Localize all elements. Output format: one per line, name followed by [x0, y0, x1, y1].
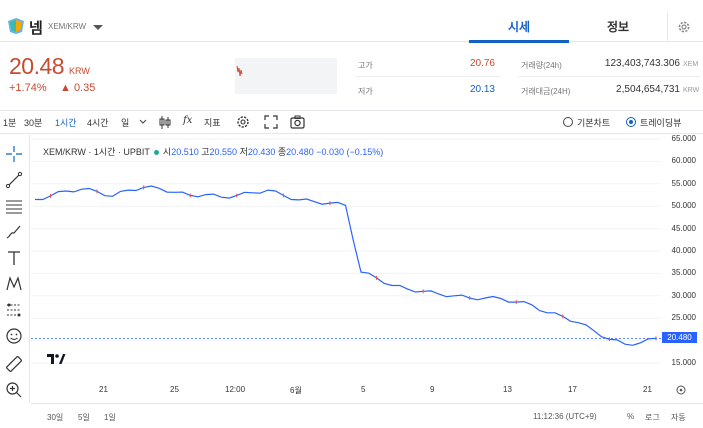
high-label: 고가 — [358, 61, 373, 70]
y-tick-label: 65.000 — [671, 134, 696, 143]
change-value: −0.030 (−0.15%) — [316, 147, 384, 157]
x-tick-label: 17 — [568, 385, 577, 394]
amount-value: 2,504,654,731 — [616, 84, 680, 95]
zoom-in-icon[interactable] — [5, 381, 23, 399]
basic-chart-radio[interactable] — [563, 117, 573, 127]
tab-info[interactable]: 정보 — [606, 20, 630, 34]
chevron-down-icon[interactable] — [93, 25, 103, 30]
volume-unit: XEM — [683, 61, 699, 68]
low-label: 저가 — [358, 87, 373, 96]
scroll-to-realtime-icon[interactable] — [676, 385, 686, 395]
tradingview-label[interactable]: 트레이딩뷰 — [640, 118, 682, 128]
close-value: 20.480 — [286, 147, 314, 157]
live-status-dot — [153, 149, 159, 155]
x-tick-label: 5 — [361, 385, 366, 394]
range-1d[interactable]: 1일 — [104, 413, 116, 422]
low-label: 저 — [239, 147, 248, 157]
chart-legend: XEM/KRW · 1시간 · UPBIT 시20.510 고20.550 저20… — [43, 145, 383, 158]
function-icon[interactable]: 𝑓x — [183, 115, 193, 126]
x-tick-label: 6월 — [290, 386, 302, 395]
tab-quote[interactable]: 시세 — [507, 20, 531, 34]
tradingview-logo-icon[interactable] — [46, 353, 66, 365]
log-toggle[interactable]: 로그 — [645, 413, 660, 422]
open-value: 20.510 — [171, 147, 199, 157]
price-line — [35, 185, 657, 346]
gear-icon[interactable] — [236, 115, 250, 129]
candlestick-icon[interactable] — [158, 115, 172, 130]
y-tick-label: 45.000 — [671, 223, 696, 233]
y-tick-label: 25.000 — [671, 313, 696, 323]
crosshair-icon[interactable] — [5, 145, 23, 163]
pattern-icon[interactable] — [5, 275, 23, 293]
low-value: 20.430 — [247, 147, 276, 157]
y-tick-label: 50.000 — [671, 201, 696, 211]
emoji-icon[interactable] — [5, 327, 23, 345]
amount-unit: KRW — [683, 87, 700, 94]
change-percent: +1.74% — [9, 82, 47, 94]
camera-icon[interactable] — [290, 115, 305, 129]
ruler-icon[interactable] — [5, 355, 23, 373]
open-label: 시 — [162, 147, 172, 157]
high-value: 20.550 — [209, 147, 238, 157]
interval-1m[interactable]: 1분 — [3, 118, 17, 128]
x-tick-label: 21 — [99, 385, 108, 394]
price-chart[interactable] — [31, 135, 703, 403]
x-tick-label: 25 — [170, 385, 179, 394]
interval-1h[interactable]: 1시간 — [55, 118, 77, 128]
y-tick-label: 60.000 — [671, 156, 696, 166]
brush-icon[interactable] — [5, 223, 23, 241]
timezone-clock[interactable]: 11:12:36 (UTC+9) — [533, 412, 597, 421]
divider — [355, 76, 500, 77]
trend-line-icon[interactable] — [5, 171, 23, 189]
y-tick-label: 40.000 — [671, 246, 696, 255]
text-tool-icon[interactable] — [5, 249, 23, 267]
range-5d[interactable]: 5일 — [78, 413, 90, 422]
close-label: 종 — [277, 147, 287, 157]
tradingview-radio[interactable] — [626, 117, 636, 127]
divider — [667, 13, 668, 41]
current-price: 20.48 — [9, 53, 65, 79]
change-amount: ▲ 0.35 — [60, 82, 96, 94]
active-tab-indicator — [469, 40, 569, 43]
y-tick-label: 15.000 — [671, 358, 696, 367]
drawing-toolbar — [0, 135, 30, 403]
x-tick-label: 13 — [503, 385, 512, 394]
chart-footer: 30일 5일 1일 11:12:36 (UTC+9) % 로그 자동 — [31, 403, 703, 428]
y-tick-label: 30.000 — [671, 290, 696, 300]
amount-label: 거래대금(24H) — [521, 87, 571, 96]
basic-chart-label[interactable]: 기본차트 — [577, 118, 611, 128]
interval-30m[interactable]: 30분 — [24, 118, 43, 128]
gear-icon[interactable] — [677, 20, 691, 34]
x-tick-label: 9 — [430, 385, 435, 394]
percent-toggle[interactable]: % — [627, 412, 635, 421]
chart-toolbar: 1분 30분 1시간 4시간 일 𝑓x 지표 기본차트 트레이딩뷰 — [0, 110, 703, 134]
interval-4h[interactable]: 4시간 — [87, 118, 109, 128]
y-tick-label: 35.000 — [671, 268, 696, 278]
mini-price-chart — [235, 58, 337, 94]
low-value: 20.13 — [469, 84, 495, 95]
chevron-down-icon[interactable] — [139, 119, 147, 125]
indicators-button[interactable]: 지표 — [204, 118, 221, 128]
coin-pair[interactable]: XEM/KRW — [48, 22, 87, 31]
x-tick-label: 12:00 — [225, 385, 246, 394]
fullscreen-icon[interactable] — [264, 115, 278, 129]
volume-value: 123,403,743.306 — [604, 58, 680, 69]
measure-icon[interactable] — [5, 301, 23, 319]
nem-logo-icon — [8, 18, 24, 34]
coin-name[interactable]: 넴 — [29, 20, 43, 37]
auto-toggle[interactable]: 자동 — [671, 413, 686, 422]
interval-1d[interactable]: 일 — [121, 118, 130, 128]
volume-label: 거래량(24h) — [521, 61, 562, 70]
market-header: 넴 XEM/KRW 시세 정보 — [0, 0, 703, 43]
price-unit: KRW — [69, 66, 90, 76]
y-tick-label: 55.000 — [671, 178, 696, 188]
x-tick-label: 21 — [643, 385, 652, 394]
high-label: 고 — [201, 147, 210, 157]
divider — [518, 76, 700, 77]
last-price-tag: 20.480 — [662, 332, 697, 343]
high-value: 20.76 — [469, 58, 495, 69]
symbol-label[interactable]: XEM/KRW · 1시간 · UPBIT — [43, 147, 150, 157]
fib-lines-icon[interactable] — [5, 197, 23, 215]
range-30d[interactable]: 30일 — [47, 413, 64, 422]
